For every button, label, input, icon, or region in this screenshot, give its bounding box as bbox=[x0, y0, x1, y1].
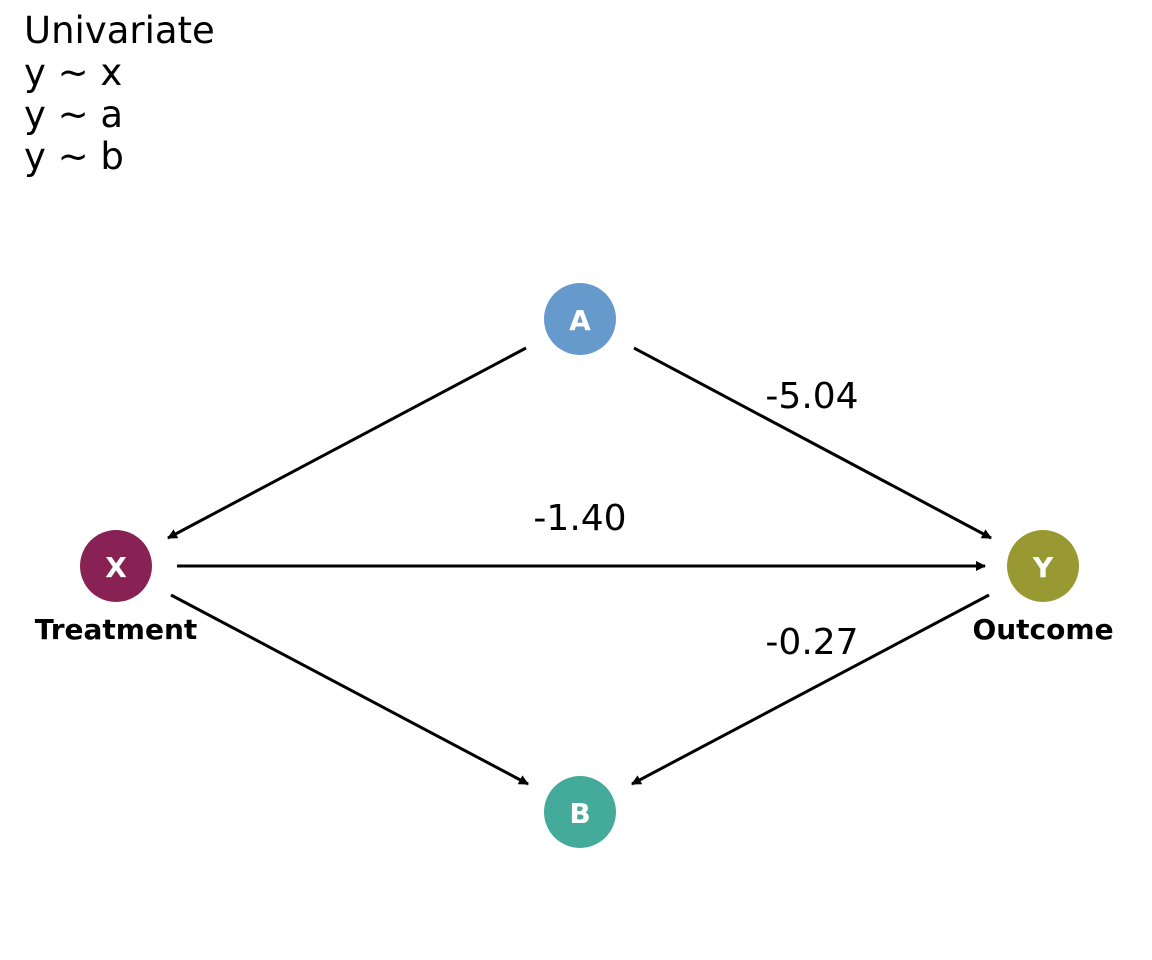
title-line-formula-a: y ~ a bbox=[24, 93, 124, 136]
node-b-label: B bbox=[569, 797, 590, 830]
node-a-label: A bbox=[569, 304, 591, 337]
node-y-caption: Outcome bbox=[972, 613, 1113, 646]
coefficient-y-to-b: -0.27 bbox=[765, 622, 858, 663]
node-y: Y Outcome bbox=[972, 530, 1114, 646]
node-a: A bbox=[544, 283, 616, 355]
title-line-formula-b: y ~ b bbox=[24, 135, 124, 178]
coefficient-a-to-y: -5.04 bbox=[765, 376, 858, 417]
edge-y-to-b bbox=[631, 593, 990, 786]
node-y-label: Y bbox=[1032, 551, 1054, 584]
model-title: Univariate y ~ x y ~ a y ~ b bbox=[24, 10, 215, 178]
node-b-circle bbox=[544, 776, 616, 848]
edge-x-to-b bbox=[170, 593, 529, 786]
node-x: X Treatment bbox=[35, 530, 198, 646]
node-a-circle bbox=[544, 283, 616, 355]
node-b: B bbox=[544, 776, 616, 848]
title-line-formula-x: y ~ x bbox=[24, 51, 123, 94]
coefficient-x-to-y: -1.40 bbox=[533, 498, 626, 539]
title-line-analysis: Univariate bbox=[24, 9, 215, 52]
node-x-label: X bbox=[105, 551, 127, 584]
edge-a-to-x bbox=[167, 346, 527, 540]
node-y-circle bbox=[1007, 530, 1079, 602]
node-x-caption: Treatment bbox=[35, 613, 198, 646]
edge-a-to-y bbox=[633, 346, 992, 540]
node-x-circle bbox=[80, 530, 152, 602]
